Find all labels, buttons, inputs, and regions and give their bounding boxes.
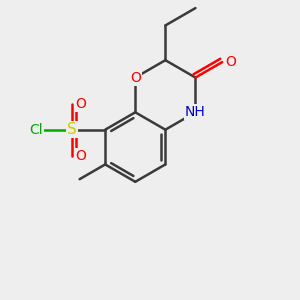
Text: O: O <box>225 55 236 69</box>
Text: NH: NH <box>185 105 206 119</box>
Text: S: S <box>67 122 77 137</box>
Text: O: O <box>130 70 141 85</box>
Text: Cl: Cl <box>29 123 42 137</box>
Text: O: O <box>75 149 86 163</box>
Text: O: O <box>75 97 86 111</box>
